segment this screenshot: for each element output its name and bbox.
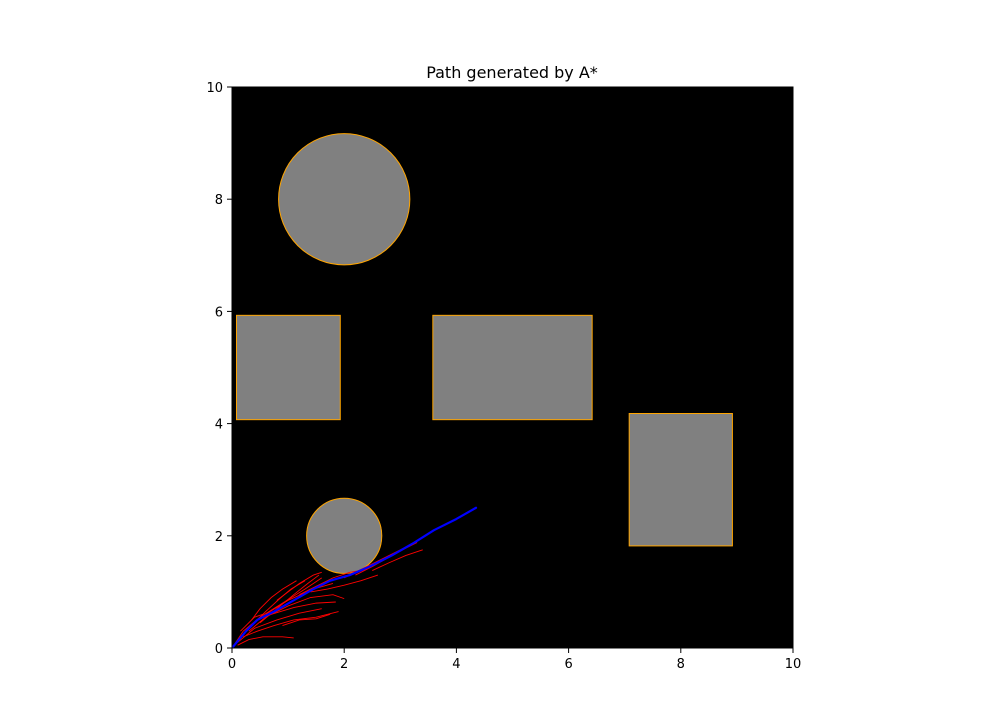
explored-branch-14	[282, 613, 331, 626]
y-tick-label: 4	[215, 418, 223, 433]
chart-title: Path generated by A*	[426, 63, 598, 82]
explored-branch-17	[240, 613, 263, 632]
path-layer	[232, 506, 478, 648]
explored-branch-5	[237, 636, 294, 646]
x-tick-label: 2	[340, 657, 348, 672]
y-tick-label: 2	[215, 530, 223, 545]
obstacle-rect-2	[432, 314, 593, 421]
x-tick-label: 10	[785, 657, 802, 672]
explored-branch-9	[299, 569, 367, 596]
obstacle-circle-0	[278, 133, 411, 266]
explored-branch-8	[271, 601, 336, 615]
explored-branch-3	[248, 594, 345, 632]
explored-branch-13	[372, 549, 423, 571]
plot-frame	[231, 86, 794, 649]
x-tick-label: 0	[228, 657, 236, 672]
obstacle-rect-3	[628, 413, 733, 547]
explored-branch-2	[243, 611, 339, 638]
y-axis: 0 2 4 6 8 10	[206, 81, 232, 657]
y-tick-label: 6	[215, 305, 223, 320]
explored-branch-1	[237, 608, 322, 643]
x-tick-label: 8	[677, 657, 685, 672]
astar-path-line	[232, 506, 478, 648]
x-axis: 0 2 4 6 8 10	[228, 648, 801, 672]
y-tick-label: 8	[215, 193, 223, 208]
explored-branch-16	[251, 580, 297, 621]
explored-branch-7	[265, 583, 334, 615]
y-tick-label: 10	[206, 81, 223, 96]
explored-branch-10	[310, 574, 379, 593]
obstacle-circle-4	[306, 497, 383, 574]
explored-branch-0	[232, 577, 323, 648]
explored-branch-15	[276, 571, 322, 601]
x-tick-label: 6	[564, 657, 572, 672]
x-tick-label: 4	[452, 657, 460, 672]
obstacle-layer	[235, 133, 733, 574]
y-tick-label: 0	[215, 642, 223, 657]
obstacle-rect-1	[235, 314, 341, 421]
